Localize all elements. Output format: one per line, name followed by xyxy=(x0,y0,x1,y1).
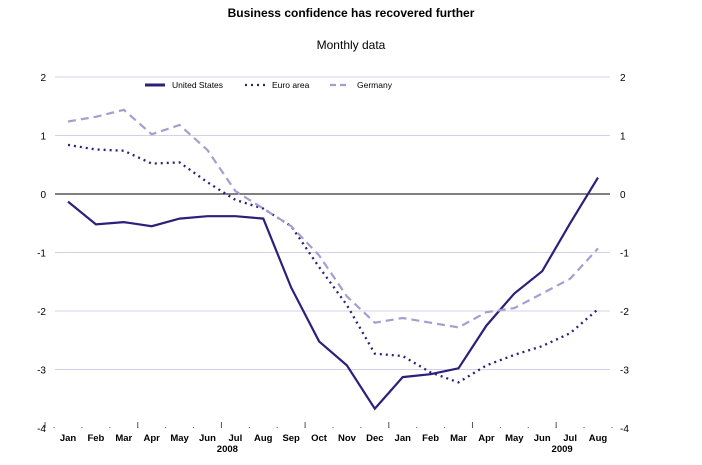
y-tick-left: -3 xyxy=(37,366,46,377)
chart-subtitle: Monthly data xyxy=(316,38,386,52)
y-tick-left: 2 xyxy=(40,73,46,84)
y-tick-right: -2 xyxy=(620,307,629,318)
x-tick-label: Apr xyxy=(143,433,160,444)
y-tick-right: -4 xyxy=(620,424,629,435)
x-tick-label: Apr xyxy=(478,433,495,444)
x-tick-label: Jun xyxy=(534,433,551,444)
y-tick-right: -3 xyxy=(620,366,629,377)
series-line-germany xyxy=(67,108,599,329)
series-line-united-states xyxy=(67,177,599,411)
x-tick-label: Mar xyxy=(450,433,467,444)
x-tick-label: Jul xyxy=(563,433,577,444)
x-tick-label: May xyxy=(505,433,524,444)
y-tick-right: 0 xyxy=(620,190,626,201)
y-tick-right: -1 xyxy=(620,249,629,260)
y-tick-left: -2 xyxy=(37,307,46,318)
y-tick-left: 0 xyxy=(40,190,46,201)
x-tick-label: Aug xyxy=(254,433,273,444)
x-tick-label: Feb xyxy=(422,433,439,444)
x-tick-label: Jan xyxy=(395,433,412,444)
year-label: 2008 xyxy=(217,444,238,455)
x-tick-label: Mar xyxy=(115,433,132,444)
y-tick-right: 1 xyxy=(620,132,626,143)
chart-title: Business confidence has recovered furthe… xyxy=(227,6,475,20)
x-tick-label: Jun xyxy=(199,433,216,444)
series-line-euro-area xyxy=(67,143,599,384)
y-tick-right: 2 xyxy=(620,73,626,84)
x-tick-label: Aug xyxy=(589,433,608,444)
x-tick-label: Oct xyxy=(311,433,328,444)
x-tick-label: Sep xyxy=(282,433,300,444)
legend-label: Germany xyxy=(357,80,393,90)
y-tick-left: -4 xyxy=(37,424,46,435)
x-tick-label: May xyxy=(170,433,189,444)
x-tick-label: Nov xyxy=(338,433,357,444)
x-tick-label: Dec xyxy=(366,433,383,444)
x-tick-label: Jan xyxy=(60,433,77,444)
legend-label: United States xyxy=(172,80,223,90)
y-tick-left: 1 xyxy=(40,132,46,143)
x-tick-label: Jul xyxy=(229,433,243,444)
legend-label: Euro area xyxy=(272,80,310,90)
year-label: 2009 xyxy=(552,444,573,455)
y-tick-left: -1 xyxy=(37,249,46,260)
x-tick-label: Feb xyxy=(87,433,104,444)
